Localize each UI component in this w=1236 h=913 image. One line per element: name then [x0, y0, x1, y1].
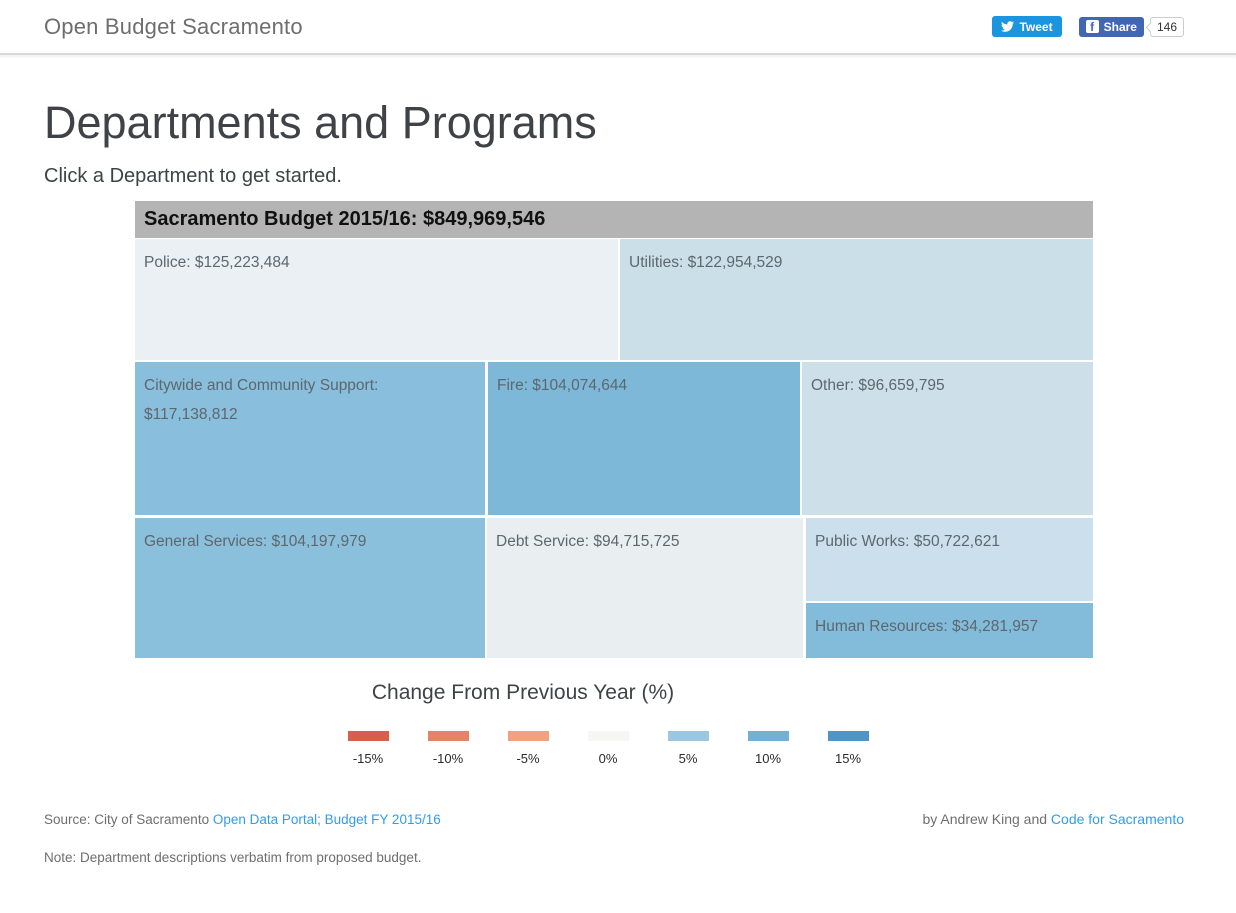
- treemap-cell-fire[interactable]: Fire: $104,074,644: [488, 362, 800, 515]
- page-title: Departments and Programs: [44, 97, 597, 148]
- legend-label: 0%: [598, 751, 618, 766]
- share-count-badge: 146: [1145, 16, 1184, 37]
- app-title: Open Budget Sacramento: [44, 13, 303, 39]
- treemap-root-node[interactable]: Sacramento Budget 2015/16: $849,969,546: [135, 201, 1093, 238]
- treemap-root-label: Sacramento Budget 2015/16: $849,969,546: [144, 208, 546, 230]
- twitter-bird-icon: [1001, 20, 1015, 33]
- app-header: Open Budget Sacramento Tweet f Share 146: [0, 0, 1236, 55]
- legend-item: 0%: [568, 731, 648, 766]
- legend-color-chip: [827, 731, 869, 741]
- treemap-cell-police[interactable]: Police: $125,223,484: [135, 239, 618, 360]
- share-button-label: Share: [1103, 19, 1137, 34]
- legend-color-chip: [347, 731, 389, 741]
- legend-color-chip: [427, 731, 469, 741]
- legend-label: -15%: [352, 751, 384, 766]
- cell-label: Fire: $104,074,644: [497, 377, 628, 394]
- treemap-cell-citywide-and-community-support[interactable]: Citywide and Community Support: $117,138…: [135, 362, 485, 515]
- cell-label: Other: $96,659,795: [811, 377, 945, 394]
- legend-item: -10%: [408, 731, 488, 766]
- social-buttons: Tweet f Share 146: [992, 16, 1184, 37]
- cell-label: Public Works: $50,722,621: [815, 533, 1000, 550]
- legend-item: 5%: [648, 731, 728, 766]
- cell-label: Utilities: $122,954,529: [629, 254, 783, 271]
- treemap-cell-other[interactable]: Other: $96,659,795: [802, 362, 1093, 515]
- legend-label: 15%: [834, 751, 862, 766]
- byline-prefix: by Andrew King and: [922, 811, 1051, 827]
- legend-color-chip: [507, 731, 549, 741]
- source-line: Source: City of Sacramento Open Data Por…: [44, 812, 441, 827]
- cell-label: Police: $125,223,484: [144, 254, 290, 271]
- cell-label: Debt Service: $94,715,725: [496, 533, 680, 550]
- facebook-icon: f: [1085, 20, 1099, 33]
- treemap-cell-human-resources[interactable]: Human Resources: $34,281,957: [806, 603, 1093, 658]
- legend-item: 15%: [808, 731, 888, 766]
- treemap-cell-utilities[interactable]: Utilities: $122,954,529: [620, 239, 1093, 360]
- tweet-button[interactable]: Tweet: [992, 16, 1062, 37]
- share-count-caret: [1145, 22, 1156, 32]
- source-data-links[interactable]: Open Data Portal; Budget FY 2015/16: [212, 812, 441, 827]
- legend-color-chip: [587, 731, 629, 741]
- legend-label: 5%: [678, 751, 698, 766]
- byline: by Andrew King and Code for Sacramento: [923, 811, 1185, 827]
- main-content: Departments and Programs Click a Departm…: [0, 97, 1236, 865]
- treemap-cell-public-works[interactable]: Public Works: $50,722,621: [806, 518, 1093, 601]
- source-prefix: Source: City of Sacramento: [44, 812, 213, 827]
- legend-swatches: -15% -10% -5% 0% 5% 10%: [328, 731, 888, 766]
- legend-color-chip: [747, 731, 789, 741]
- legend-title: Change From Previous Year (%): [371, 681, 675, 704]
- page-subtitle: Click a Department to get started.: [44, 165, 342, 187]
- tweet-button-label: Tweet: [1019, 19, 1053, 34]
- code-for-sacramento-link[interactable]: Code for Sacramento: [1050, 811, 1184, 827]
- share-count-value: 146: [1156, 19, 1177, 34]
- change-legend: Change From Previous Year (%) -15% -10% …: [44, 681, 1184, 799]
- footer-row: Source: City of Sacramento Open Data Por…: [44, 811, 1184, 827]
- footer-note: Note: Department descriptions verbatim f…: [44, 850, 422, 865]
- legend-item: 10%: [728, 731, 808, 766]
- facebook-share-button[interactable]: f Share: [1078, 16, 1144, 37]
- legend-label: -5%: [516, 751, 540, 766]
- treemap-cell-debt-service[interactable]: Debt Service: $94,715,725: [487, 518, 803, 658]
- legend-item: -15%: [328, 731, 408, 766]
- budget-treemap: Sacramento Budget 2015/16: $849,969,546 …: [135, 201, 1093, 658]
- cell-label: Human Resources: $34,281,957: [815, 618, 1039, 635]
- cell-label: Citywide and Community Support: $117,138…: [144, 377, 379, 423]
- cell-label: General Services: $104,197,979: [144, 533, 367, 550]
- legend-color-chip: [667, 731, 709, 741]
- treemap-cell-general-services[interactable]: General Services: $104,197,979: [135, 518, 485, 658]
- legend-label: 10%: [754, 751, 782, 766]
- legend-label: -10%: [432, 751, 464, 766]
- legend-item: -5%: [488, 731, 568, 766]
